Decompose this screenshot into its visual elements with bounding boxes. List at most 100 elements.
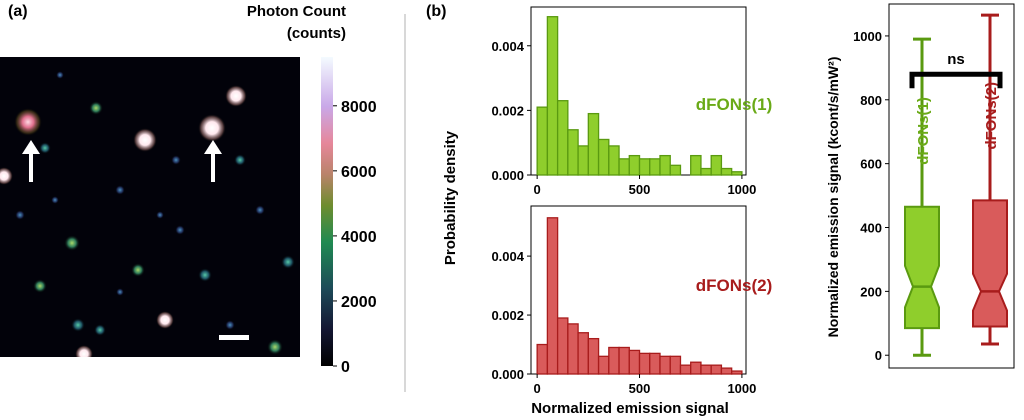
histogram-bar [536, 106, 549, 176]
emitter-spot [267, 339, 283, 355]
histogram-bar [618, 346, 630, 375]
histogram-bar [700, 167, 712, 176]
emitter-spot [94, 324, 106, 336]
emitter-spot [156, 211, 164, 219]
histogram-bar [597, 355, 610, 375]
notched-box [904, 205, 940, 330]
histogram-bar [690, 361, 702, 375]
emitter-spot [56, 71, 64, 79]
colorbar-tick-label: 6000 [341, 164, 377, 181]
histogram-bar [556, 317, 569, 375]
scale-bar [219, 335, 249, 340]
emitter-spot [175, 225, 185, 235]
y-tick-label: 400 [860, 221, 882, 236]
series-label: dFONs(1) [696, 95, 773, 114]
histogram-bar [659, 355, 671, 375]
histogram-bar [546, 16, 559, 176]
histogram-dfons1: 0.000 0.002 0.004 0 500 1000 dFONs(1) [491, 6, 773, 197]
emitter-spot [255, 205, 265, 215]
y-tick-label: 0 [875, 348, 882, 363]
emitter-spot [281, 255, 295, 269]
histogram-bar [577, 332, 589, 375]
colorbar-tick-label: 4000 [341, 229, 377, 246]
emitter-spot [39, 142, 51, 154]
y-tick-label: 0.004 [491, 39, 524, 54]
x-tick-label: 1000 [727, 381, 756, 396]
histogram-bar [608, 145, 620, 176]
histogram-bar [587, 112, 600, 176]
histogram-bar [536, 343, 549, 375]
panel-b-label: (b) [426, 3, 446, 20]
histogram-bar [731, 370, 743, 375]
emitter-spot [171, 155, 181, 165]
emitter-spot [225, 85, 247, 107]
histogram-bar [638, 352, 651, 375]
colorbar-title: Photon Count [247, 3, 346, 20]
boxplot-y-label: Normalized emission signal (kcont/s/mW²) [825, 57, 841, 338]
y-tick-label: 200 [860, 284, 882, 299]
histogram-bar [720, 367, 733, 375]
colorbar [321, 57, 333, 366]
significance-label: ns [947, 51, 965, 68]
x-tick-label: 1000 [727, 182, 756, 197]
histogram-bar [700, 364, 712, 375]
fluorescence-image [0, 57, 300, 357]
x-tick-label: 0 [534, 381, 541, 396]
emitter-spot [198, 268, 212, 282]
histogram-bar [690, 154, 702, 176]
histogram-bar [731, 171, 743, 176]
histogram-bar [546, 217, 559, 375]
emitter-spot [0, 167, 13, 185]
significance-bracket [909, 71, 1003, 89]
emitter-spot [234, 154, 246, 166]
emitter-spot [75, 345, 93, 357]
emitter-spot [64, 235, 80, 251]
histogram-bar [638, 158, 651, 176]
box-series-label: dFONs(1) [915, 97, 932, 165]
histogram-bar [567, 129, 579, 176]
histogram-bar [669, 355, 682, 375]
histogram-bar [597, 138, 610, 176]
x-tick-label: 500 [629, 381, 651, 396]
y-tick-label: 0.000 [491, 168, 524, 183]
histogram-bar [659, 154, 671, 176]
histogram-bar [679, 364, 692, 375]
x-tick-label: 500 [629, 182, 651, 197]
arrow-icon [22, 140, 40, 182]
emitter-spot [14, 108, 42, 136]
series-label: dFONs(2) [696, 276, 773, 295]
y-tick-label: 800 [860, 93, 882, 108]
colorbar-ticks: 0 2000 4000 6000 8000 [333, 99, 377, 376]
y-tick-label: 1000 [853, 29, 882, 44]
emitter-spot [131, 263, 145, 277]
emitter-spot [115, 185, 125, 195]
histogram-bar [608, 346, 620, 375]
histogram-bar [710, 154, 723, 176]
histogram-dfons2: 0.000 0.002 0.004 0 500 1000 dFONs(2) [491, 205, 773, 396]
emitter-spot [156, 311, 174, 329]
histogram-bar [628, 154, 641, 176]
histogram-bar [710, 364, 723, 375]
emitter-spot [198, 114, 226, 142]
box-series-label: dFONs(2) [983, 82, 1000, 150]
colorbar-tick-label: 0 [341, 359, 350, 376]
emitter-spot [71, 318, 85, 332]
y-tick-label: 0.000 [491, 367, 524, 382]
x-axis-label: Normalized emission signal [531, 400, 729, 417]
histogram-bar [649, 158, 661, 176]
emitter-spot [33, 279, 47, 293]
histogram-bar [618, 158, 630, 176]
y-tick-label: 0.002 [491, 103, 524, 118]
panel-a-label: (a) [8, 3, 28, 20]
colorbar-tick-label: 8000 [341, 99, 377, 116]
y-tick-label: 0.002 [491, 308, 524, 323]
boxplot: 0 200 400 600 800 1000 Normalized emission sig… [825, 3, 1015, 369]
histogram-bar [577, 145, 589, 176]
y-tick-label: 600 [860, 157, 882, 172]
emitter-spot [225, 320, 235, 330]
histogram-bar [720, 167, 733, 176]
notched-box [972, 199, 1008, 328]
emitter-spot [89, 101, 103, 115]
histogram-bar [628, 349, 641, 375]
